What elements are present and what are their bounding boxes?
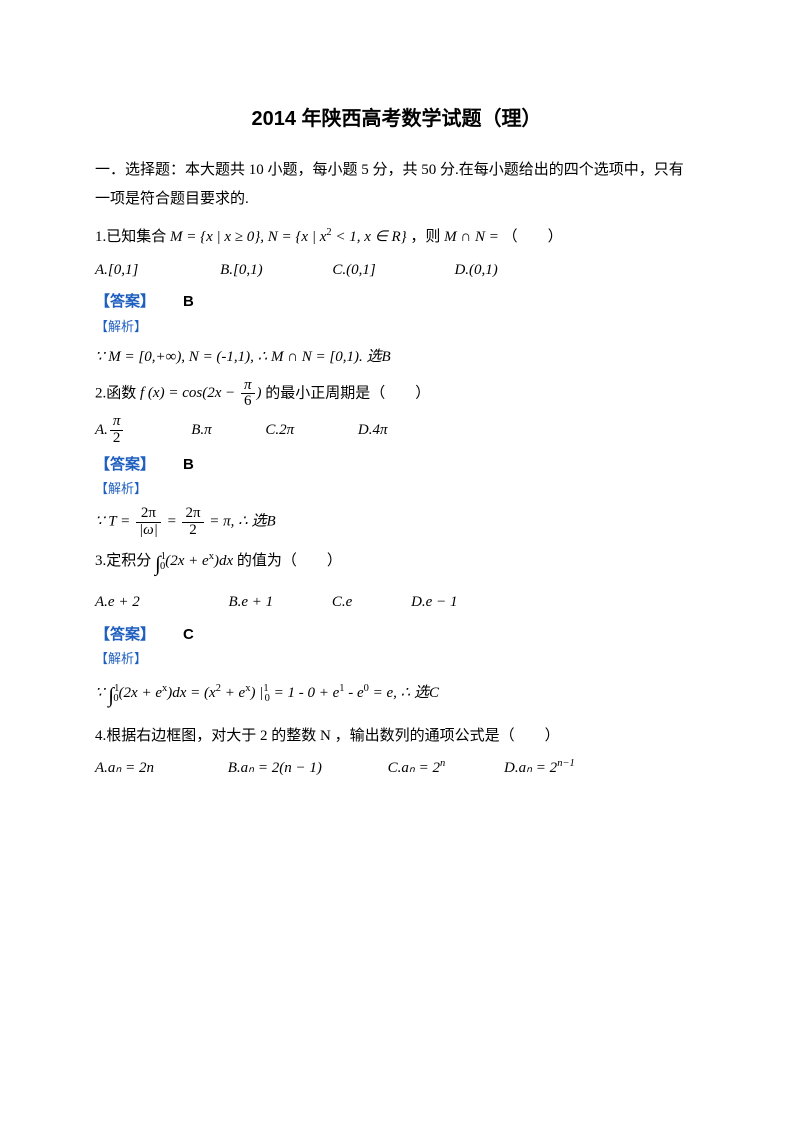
question-4: 4.根据右边框图，对大于 2 的整数 N ，输出数列的通项公式是（ ） xyxy=(95,722,698,751)
q1-optD: D.(0,1) xyxy=(454,256,497,285)
q1-stem-c: （ ） xyxy=(499,229,563,245)
q3-options: A.e + 2 B.e + 1 C.e D.e − 1 xyxy=(95,588,698,617)
answer-label: 【答案】 xyxy=(95,626,155,643)
q3-optA: A.e + 2 xyxy=(95,588,140,617)
q1-optA: A.[0,1] xyxy=(95,256,138,285)
q1-set: M = {x | x ≥ 0}, N = {x | x2 < 1, x ∈ R} xyxy=(170,229,407,245)
q3-optD: D.e − 1 xyxy=(411,588,457,617)
q1-solution: ∵ M = [0,+∞), N = (-1,1), ∴ M ∩ N = [0,1… xyxy=(95,343,698,372)
q2-stem-a: 2.函数 xyxy=(95,385,140,401)
q1-stem-a: 1.已知集合 xyxy=(95,229,170,245)
q3-answer-row: 【答案】 C xyxy=(95,621,698,650)
q2-optC: C.2π xyxy=(265,416,294,445)
page-title: 2014 年陕西高考数学试题（理） xyxy=(95,100,698,138)
q3-optC: C.e xyxy=(332,588,352,617)
q4-options: A.aₙ = 2n B.aₙ = 2(n − 1) C.aₙ = 2n D.aₙ… xyxy=(95,754,698,783)
q1-analysis-label: 【解析】 xyxy=(95,315,698,340)
question-3: 3.定积分 ∫10(2x + ex)dx 的值为（ ） xyxy=(95,544,698,584)
q2-answer: B xyxy=(183,456,194,473)
q3-stem-b: 的值为（ ） xyxy=(233,553,342,569)
q3-stem-a: 3.定积分 xyxy=(95,553,155,569)
q3-analysis-label: 【解析】 xyxy=(95,647,698,672)
q3-answer: C xyxy=(183,626,194,643)
q2-options: A.π2 B.π C.2π D.4π xyxy=(95,414,698,447)
exam-page: 2014 年陕西高考数学试题（理） 一．选择题：本大题共 10 小题，每小题 5… xyxy=(0,0,793,1122)
q2-optA: A.π2 xyxy=(95,414,125,447)
q3-optB: B.e + 1 xyxy=(228,588,273,617)
q1-optC: C.(0,1] xyxy=(332,256,375,285)
q4-optB: B.aₙ = 2(n − 1) xyxy=(228,754,322,783)
q2-optD: D.4π xyxy=(358,416,388,445)
q1-options: A.[0,1] B.[0,1) C.(0,1] D.(0,1) xyxy=(95,256,698,285)
answer-label: 【答案】 xyxy=(95,456,155,473)
q4-optA: A.aₙ = 2n xyxy=(95,754,154,783)
answer-label: 【答案】 xyxy=(95,293,155,310)
q2-optB: B.π xyxy=(191,416,211,445)
q2-solution: ∵ T = 2π|ω| = 2π2 = π, ∴ 选B xyxy=(95,506,698,539)
q2-stem-b: 的最小正周期是（ ） xyxy=(262,385,431,401)
q2-fx: f (x) = cos(2x − π6) xyxy=(140,385,261,401)
q2-analysis-label: 【解析】 xyxy=(95,477,698,502)
q3-solution: ∵ ∫10(2x + ex)dx = (x2 + ex) |10 = 1 - 0… xyxy=(95,676,698,716)
q1-mn: M ∩ N = xyxy=(444,229,499,245)
q1-answer-row: 【答案】 B xyxy=(95,288,698,317)
q4-optC: C.aₙ = 2n xyxy=(388,754,446,783)
q2-answer-row: 【答案】 B xyxy=(95,451,698,480)
question-1: 1.已知集合 M = {x | x ≥ 0}, N = {x | x2 < 1,… xyxy=(95,223,698,252)
q4-optD: D.aₙ = 2n−1 xyxy=(504,754,575,783)
q3-integral: ∫10(2x + ex)dx xyxy=(155,553,233,569)
q1-optB: B.[0,1) xyxy=(220,256,263,285)
question-2: 2.函数 f (x) = cos(2x − π6) 的最小正周期是（ ） xyxy=(95,378,698,411)
section-intro: 一．选择题：本大题共 10 小题，每小题 5 分，共 50 分.在每小题给出的四… xyxy=(95,156,698,213)
q1-answer: B xyxy=(183,293,194,310)
q1-stem-b: ，则 xyxy=(407,229,445,245)
